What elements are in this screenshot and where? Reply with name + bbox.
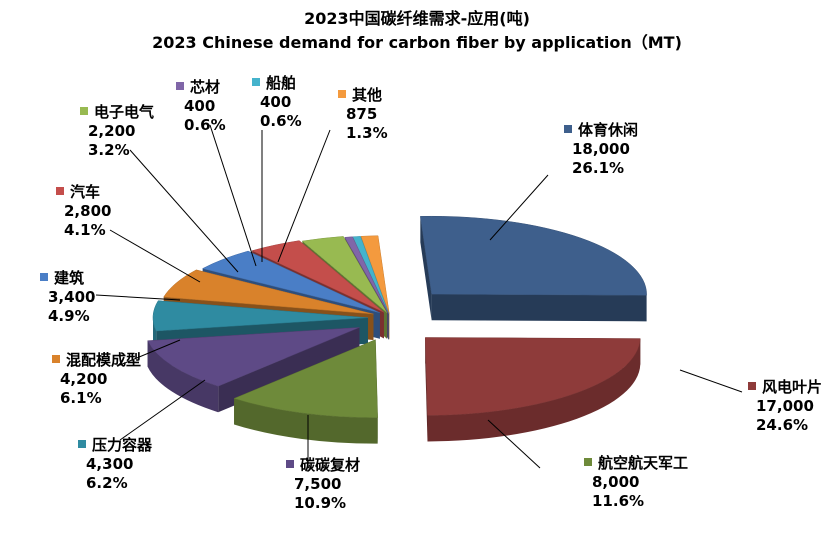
slice-value: 17,000 (756, 397, 814, 415)
slice-top (360, 235, 390, 314)
slice-name: 电子电气 (94, 103, 154, 121)
slice-side (431, 294, 647, 322)
slice-name: 压力容器 (92, 436, 153, 454)
slice-top (163, 269, 374, 315)
slice-percent: 0.6% (184, 116, 226, 134)
slice-top (344, 236, 389, 314)
legend-swatch (338, 90, 346, 98)
slice-percent: 11.6% (592, 492, 644, 510)
legend-swatch (52, 355, 60, 363)
slice-side (420, 216, 432, 321)
legend-swatch (748, 382, 756, 390)
pie-slice (420, 215, 647, 322)
leader-line (129, 149, 239, 273)
legend-swatch (78, 440, 86, 448)
leader-line (679, 369, 743, 393)
slice-value: 400 (184, 97, 215, 115)
legend-swatch (286, 460, 294, 468)
legend-swatch (252, 78, 260, 86)
slice-top (425, 337, 641, 416)
leader-line (489, 174, 549, 241)
slice-value: 18,000 (572, 140, 630, 158)
slice-value: 3,400 (48, 288, 95, 306)
slice-value: 2,200 (88, 122, 135, 140)
chart-subtitle: 2023 Chinese demand for carbon fiber by … (152, 33, 682, 52)
slice-name: 航空航天军工 (598, 454, 688, 472)
slice-name: 体育休闲 (578, 121, 638, 139)
slice-wall (234, 398, 378, 444)
slice-top (147, 327, 360, 387)
legend-swatch (176, 82, 184, 90)
pie-slice (147, 327, 360, 413)
slice-percent: 6.2% (86, 474, 128, 492)
slice-wall (147, 340, 219, 413)
legend-swatch (40, 273, 48, 281)
slice-top (301, 236, 388, 313)
leader-line (109, 229, 201, 283)
legend-swatch (80, 107, 88, 115)
slice-value: 4,200 (60, 370, 107, 388)
slice-percent: 6.1% (60, 389, 102, 407)
slice-value: 2,800 (64, 202, 111, 220)
leader-line (209, 124, 257, 267)
leader-line (119, 339, 181, 366)
slice-wall (427, 338, 641, 442)
pie-slice (425, 337, 641, 442)
legend-swatch (564, 125, 572, 133)
legend-swatch (56, 187, 64, 195)
slice-name: 芯材 (190, 78, 220, 96)
slice-top (233, 339, 378, 418)
slice-percent: 0.6% (260, 112, 302, 130)
slice-percent: 10.9% (294, 494, 346, 512)
slice-percent: 3.2% (88, 141, 130, 159)
leader-line (119, 379, 206, 441)
slice-value: 8,000 (592, 473, 639, 491)
slice-percent: 4.1% (64, 221, 106, 239)
leader-lines (95, 124, 743, 469)
slice-top (201, 250, 380, 313)
pie-slices (147, 215, 647, 444)
slice-percent: 26.1% (572, 159, 624, 177)
slice-percent: 1.3% (346, 124, 388, 142)
leader-line (95, 294, 181, 301)
chart-title: 2023中国碳纤维需求-应用(吨) (304, 9, 530, 28)
slice-name: 建筑 (54, 269, 84, 287)
slice-value: 4,300 (86, 455, 133, 473)
slice-top (152, 300, 369, 332)
slice-name: 碳碳复材 (300, 456, 360, 474)
slice-top (420, 215, 647, 296)
slice-value: 400 (260, 93, 291, 111)
slice-value: 7,500 (294, 475, 341, 493)
slice-value: 875 (346, 105, 377, 123)
slice-name: 混配模成型 (66, 351, 141, 369)
slice-percent: 24.6% (756, 416, 808, 434)
legend-swatch (584, 458, 592, 466)
slice-top (352, 236, 390, 314)
pie-slice (233, 339, 378, 444)
slice-name: 汽车 (70, 183, 100, 201)
slice-percent: 4.9% (48, 307, 90, 325)
leader-line (277, 129, 331, 263)
slice-top (251, 240, 385, 313)
slice-name: 风电叶片 (762, 378, 822, 396)
slice-name: 船舶 (266, 74, 296, 92)
slice-name: 其他 (352, 86, 382, 104)
leader-line (487, 419, 541, 469)
